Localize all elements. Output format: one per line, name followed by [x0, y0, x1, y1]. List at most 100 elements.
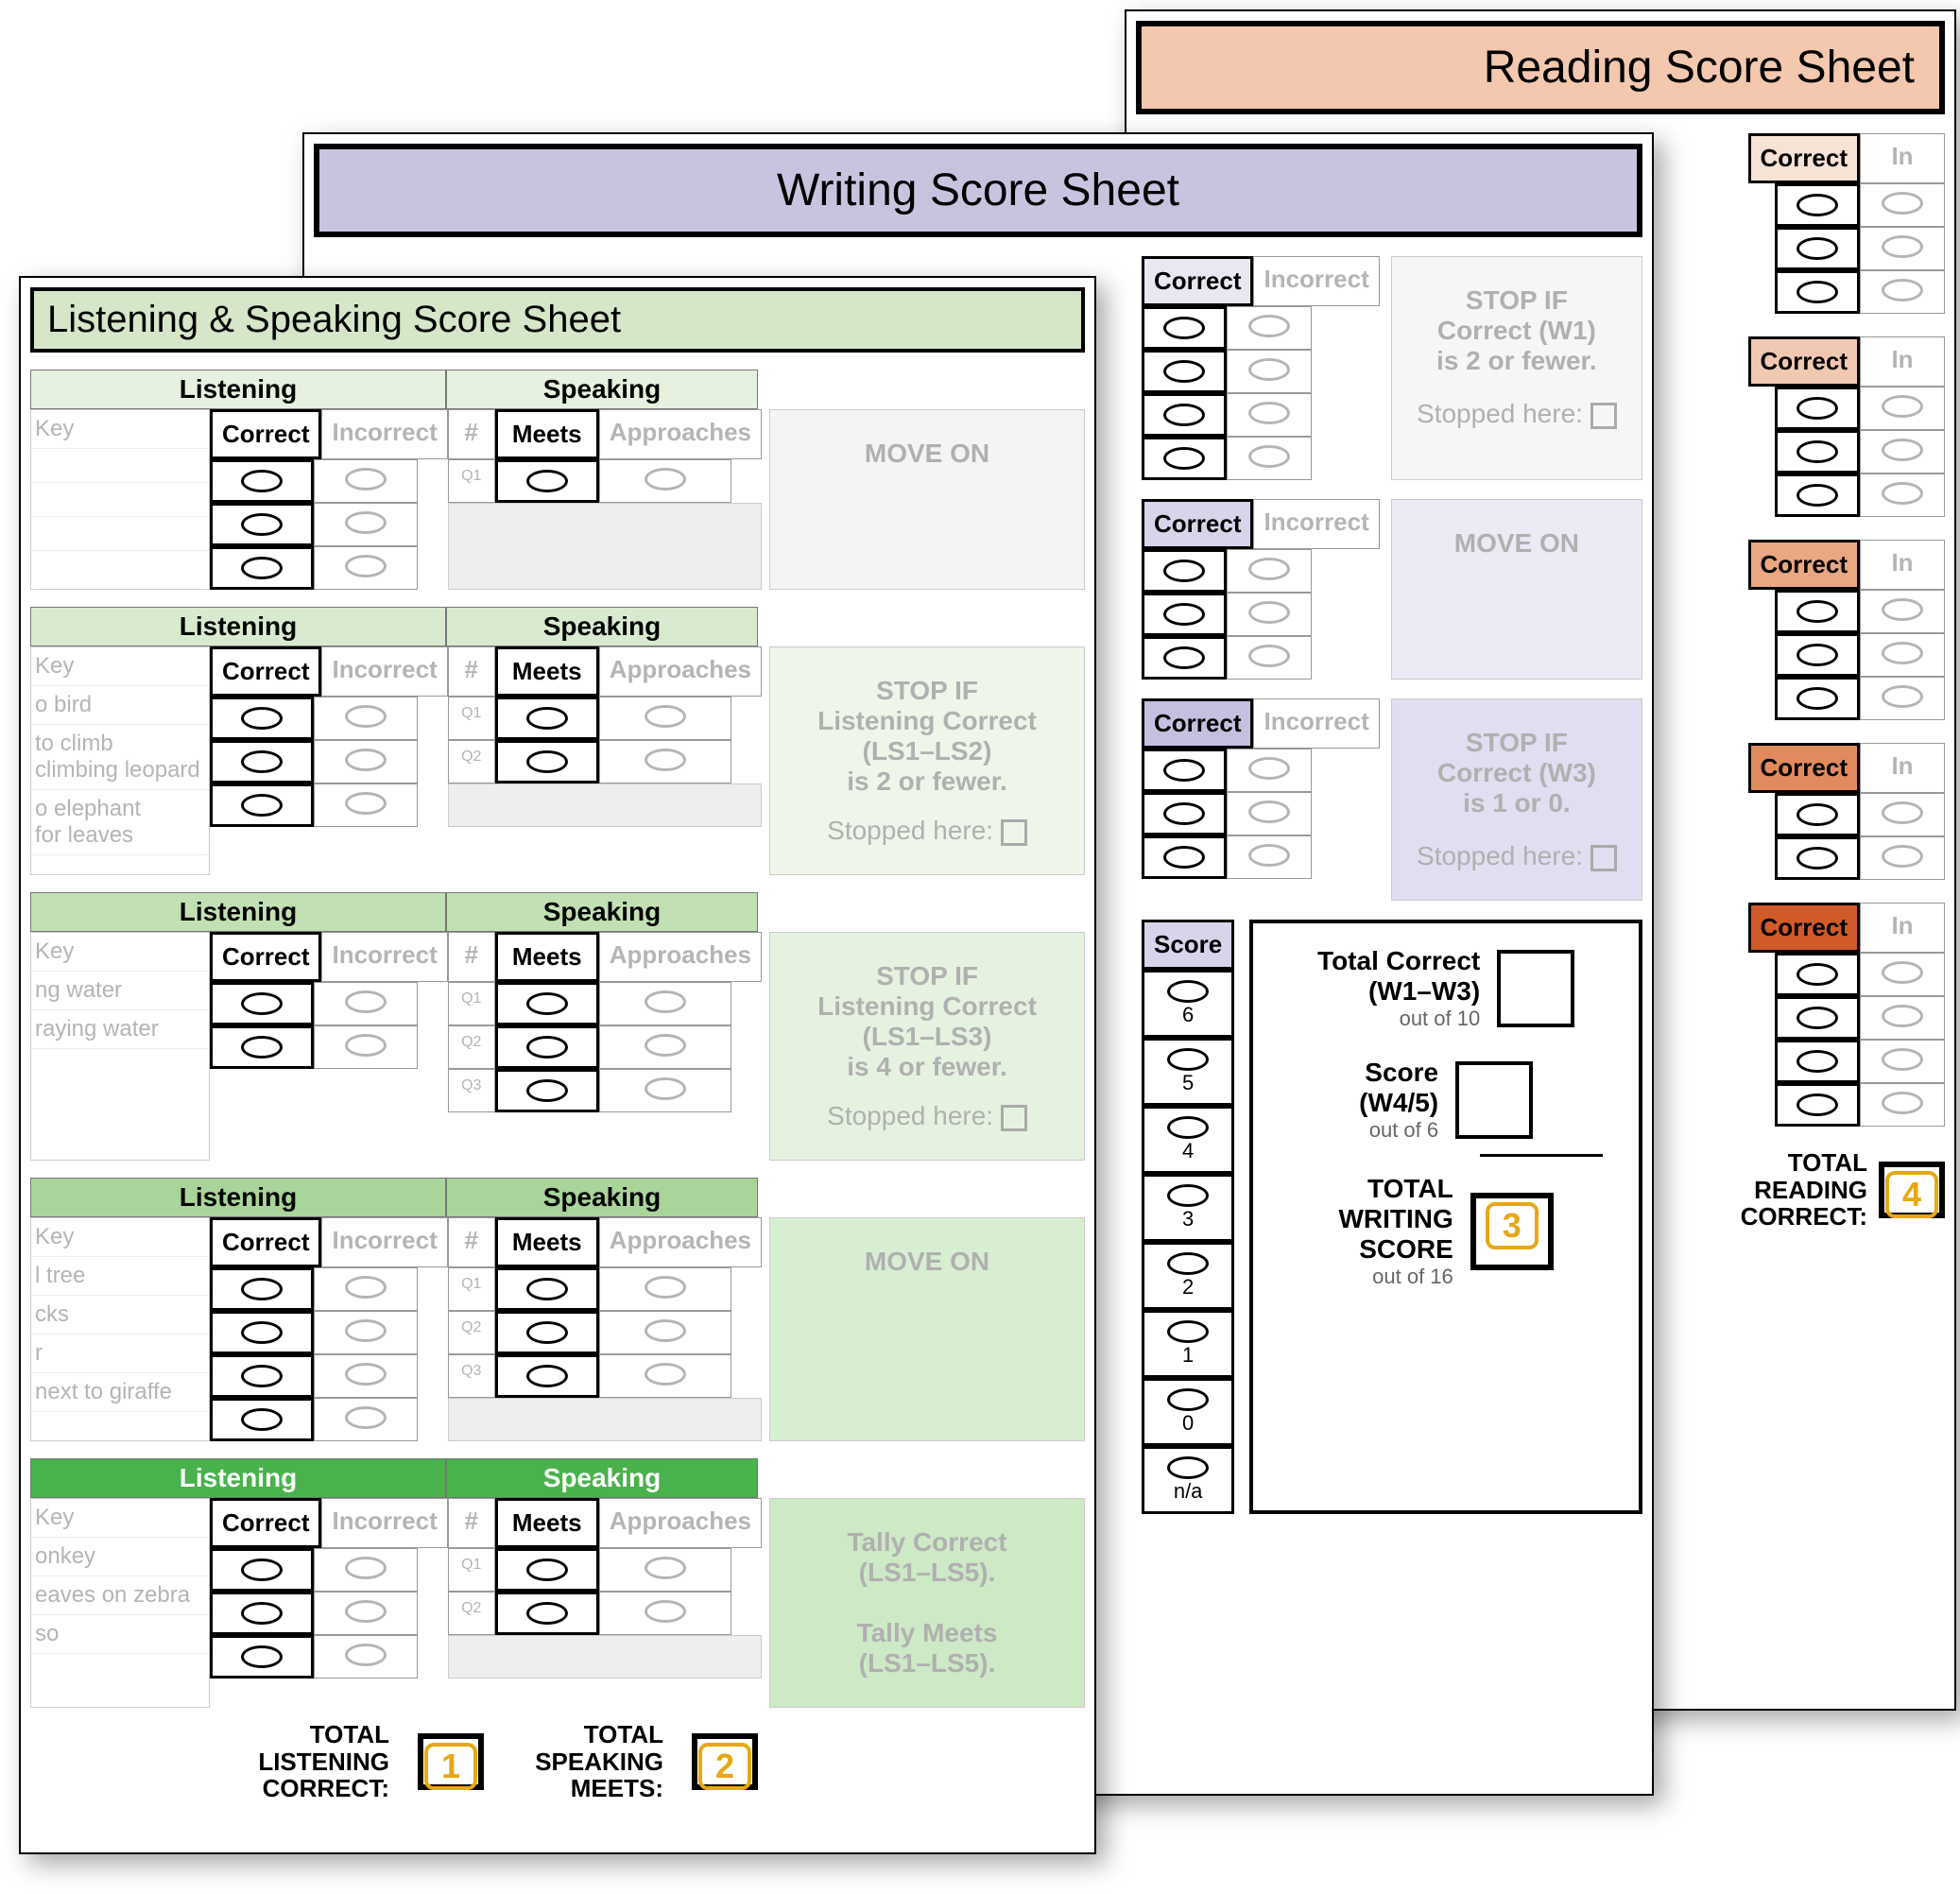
- listening-incorrect-cell[interactable]: [314, 697, 418, 740]
- speaking-meets-cell[interactable]: [495, 1025, 599, 1069]
- speaking-approaches-cell[interactable]: [599, 1311, 731, 1354]
- incorrect-cell[interactable]: [1227, 393, 1312, 437]
- w-total1-box[interactable]: [1497, 950, 1574, 1027]
- correct-cell[interactable]: [1142, 306, 1227, 350]
- correct-cell[interactable]: [1142, 749, 1227, 792]
- score-cell[interactable]: 5: [1142, 1038, 1234, 1106]
- score-cell[interactable]: 3: [1142, 1174, 1234, 1242]
- correct-cell[interactable]: [1775, 270, 1860, 314]
- correct-cell[interactable]: [1775, 793, 1860, 836]
- speaking-approaches-cell[interactable]: [599, 1354, 731, 1398]
- correct-cell[interactable]: [1775, 1040, 1860, 1083]
- listening-correct-cell[interactable]: [210, 1592, 314, 1635]
- incorrect-cell[interactable]: [1860, 183, 1945, 227]
- incorrect-cell[interactable]: [1860, 430, 1945, 474]
- score-cell[interactable]: 2: [1142, 1242, 1234, 1310]
- incorrect-cell[interactable]: [1860, 677, 1945, 720]
- incorrect-cell[interactable]: [1860, 836, 1945, 880]
- incorrect-cell[interactable]: [1860, 953, 1945, 996]
- listening-correct-cell[interactable]: [210, 1267, 314, 1311]
- listening-correct-cell[interactable]: [210, 783, 314, 827]
- score-cell[interactable]: 0: [1142, 1378, 1234, 1446]
- speaking-meets-cell[interactable]: [495, 1354, 599, 1398]
- listening-correct-cell[interactable]: [210, 1398, 314, 1441]
- stopped-checkbox[interactable]: [1001, 819, 1027, 846]
- listening-incorrect-cell[interactable]: [314, 1311, 418, 1354]
- incorrect-cell[interactable]: [1227, 437, 1312, 480]
- listening-incorrect-cell[interactable]: [314, 546, 418, 590]
- correct-cell[interactable]: [1775, 430, 1860, 474]
- correct-cell[interactable]: [1142, 835, 1227, 879]
- score-cell[interactable]: 4: [1142, 1106, 1234, 1174]
- listening-correct-cell[interactable]: [210, 697, 314, 740]
- speaking-approaches-cell[interactable]: [599, 697, 731, 740]
- speaking-meets-cell[interactable]: [495, 982, 599, 1025]
- correct-cell[interactable]: [1775, 677, 1860, 720]
- score-cell[interactable]: n/a: [1142, 1446, 1234, 1514]
- speaking-approaches-cell[interactable]: [599, 1069, 731, 1112]
- speaking-approaches-cell[interactable]: [599, 459, 731, 503]
- correct-cell[interactable]: [1142, 593, 1227, 636]
- correct-cell[interactable]: [1775, 387, 1860, 430]
- listening-correct-cell[interactable]: [210, 740, 314, 783]
- speaking-approaches-cell[interactable]: [599, 1592, 731, 1635]
- stopped-checkbox[interactable]: [1590, 403, 1617, 429]
- incorrect-cell[interactable]: [1227, 749, 1312, 792]
- listening-incorrect-cell[interactable]: [314, 1025, 418, 1069]
- incorrect-cell[interactable]: [1227, 350, 1312, 393]
- listening-incorrect-cell[interactable]: [314, 982, 418, 1025]
- correct-cell[interactable]: [1142, 792, 1227, 835]
- speaking-approaches-cell[interactable]: [599, 982, 731, 1025]
- incorrect-cell[interactable]: [1860, 590, 1945, 633]
- incorrect-cell[interactable]: [1227, 792, 1312, 835]
- correct-cell[interactable]: [1142, 350, 1227, 393]
- speaking-meets-cell[interactable]: [495, 740, 599, 783]
- incorrect-cell[interactable]: [1860, 270, 1945, 314]
- correct-cell[interactable]: [1775, 953, 1860, 996]
- listening-correct-cell[interactable]: [210, 546, 314, 590]
- speaking-meets-cell[interactable]: [495, 1592, 599, 1635]
- incorrect-cell[interactable]: [1860, 1040, 1945, 1083]
- correct-cell[interactable]: [1775, 590, 1860, 633]
- listening-incorrect-cell[interactable]: [314, 740, 418, 783]
- listening-incorrect-cell[interactable]: [314, 783, 418, 827]
- correct-cell[interactable]: [1142, 636, 1227, 680]
- score-cell[interactable]: 1: [1142, 1310, 1234, 1378]
- stopped-checkbox[interactable]: [1590, 845, 1617, 871]
- correct-cell[interactable]: [1775, 1083, 1860, 1127]
- listening-incorrect-cell[interactable]: [314, 503, 418, 546]
- speaking-meets-cell[interactable]: [495, 1311, 599, 1354]
- listening-correct-cell[interactable]: [210, 1354, 314, 1398]
- incorrect-cell[interactable]: [1227, 549, 1312, 593]
- correct-cell[interactable]: [1775, 227, 1860, 270]
- listening-incorrect-cell[interactable]: [314, 1635, 418, 1679]
- correct-cell[interactable]: [1775, 996, 1860, 1040]
- incorrect-cell[interactable]: [1860, 474, 1945, 517]
- listening-incorrect-cell[interactable]: [314, 1592, 418, 1635]
- incorrect-cell[interactable]: [1860, 227, 1945, 270]
- speaking-approaches-cell[interactable]: [599, 1548, 731, 1592]
- speaking-approaches-cell[interactable]: [599, 1267, 731, 1311]
- speaking-approaches-cell[interactable]: [599, 1025, 731, 1069]
- correct-cell[interactable]: [1775, 633, 1860, 677]
- speaking-meets-cell[interactable]: [495, 1069, 599, 1112]
- incorrect-cell[interactable]: [1860, 996, 1945, 1040]
- correct-cell[interactable]: [1142, 549, 1227, 593]
- stopped-checkbox[interactable]: [1001, 1105, 1027, 1131]
- listening-incorrect-cell[interactable]: [314, 1267, 418, 1311]
- correct-cell[interactable]: [1142, 393, 1227, 437]
- listening-correct-cell[interactable]: [210, 1548, 314, 1592]
- listening-correct-cell[interactable]: [210, 1635, 314, 1679]
- incorrect-cell[interactable]: [1860, 633, 1945, 677]
- speaking-meets-cell[interactable]: [495, 1548, 599, 1592]
- incorrect-cell[interactable]: [1227, 835, 1312, 879]
- listening-incorrect-cell[interactable]: [314, 1548, 418, 1592]
- incorrect-cell[interactable]: [1860, 793, 1945, 836]
- listening-correct-cell[interactable]: [210, 459, 314, 503]
- incorrect-cell[interactable]: [1227, 306, 1312, 350]
- speaking-meets-cell[interactable]: [495, 459, 599, 503]
- score-cell[interactable]: 6: [1142, 970, 1234, 1038]
- incorrect-cell[interactable]: [1860, 1083, 1945, 1127]
- listening-incorrect-cell[interactable]: [314, 1354, 418, 1398]
- listening-incorrect-cell[interactable]: [314, 1398, 418, 1441]
